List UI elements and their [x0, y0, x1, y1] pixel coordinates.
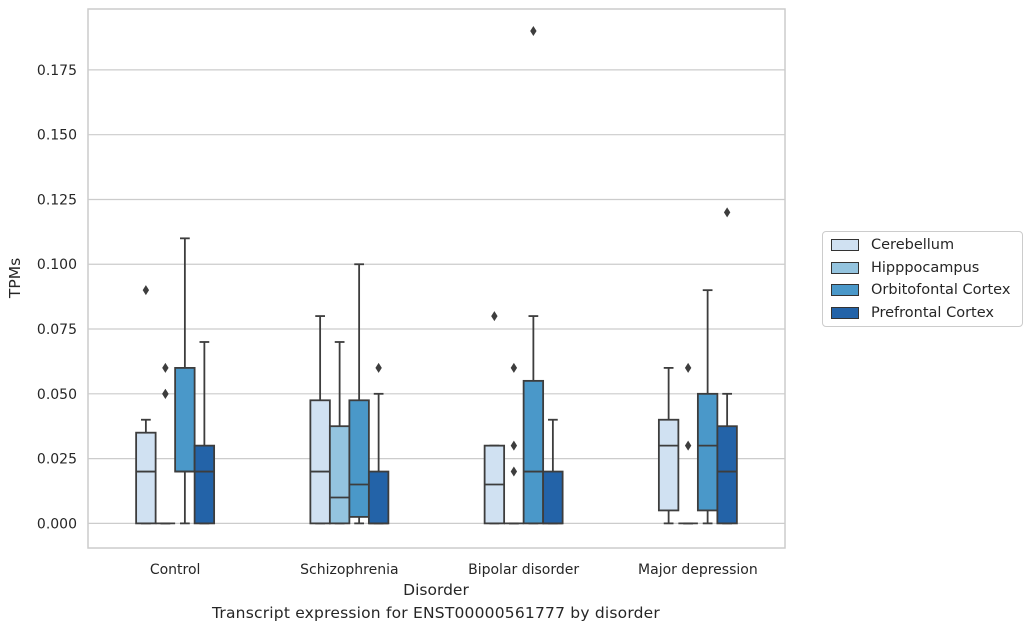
flier-point	[684, 362, 692, 373]
figure-caption: Transcript expression for ENST0000056177…	[212, 604, 660, 622]
legend-swatch-cerebellum	[831, 239, 859, 251]
box-0-1	[309, 315, 331, 525]
box-3-3	[716, 207, 738, 525]
box-1-0	[155, 362, 176, 525]
flier-point	[684, 440, 692, 451]
y-tick-label: 0.100	[37, 257, 77, 273]
legend-item-cerebellum: Cerebellum	[831, 235, 954, 255]
box-body	[135, 431, 157, 525]
x-tick-label: Major depression	[638, 562, 758, 578]
box-1-1	[328, 341, 351, 525]
box-body	[328, 425, 351, 525]
flier-point	[142, 285, 150, 296]
box-body	[348, 399, 370, 518]
box-3-2	[542, 418, 564, 525]
flier-point	[162, 362, 169, 373]
flier-point	[723, 207, 731, 218]
legend-item-prefrontal-cortex: Prefrontal Cortex	[831, 303, 994, 323]
y-tick-label: 0.125	[37, 192, 77, 208]
box-body	[367, 470, 390, 525]
legend-swatch-hipppocampus	[831, 262, 859, 274]
box-0-0	[135, 285, 157, 525]
legend-label: Hipppocampus	[871, 260, 980, 276]
x-tick-label: Schizophrenia	[300, 562, 398, 578]
box-0-3	[657, 367, 680, 525]
legend-item-orbitofontal-cortex: Orbitofontal Cortex	[831, 280, 1010, 300]
box-2-1	[348, 263, 370, 525]
box-3-1	[367, 362, 390, 525]
flier-point	[162, 388, 169, 399]
legend-label: Cerebellum	[871, 237, 955, 253]
box-body	[542, 470, 564, 525]
box-body	[309, 399, 331, 525]
y-tick-label: 0.175	[37, 63, 77, 79]
legend-swatch-prefrontal-cortex	[831, 307, 859, 319]
x-axis-label: Disorder	[403, 581, 469, 599]
box-body	[522, 379, 545, 525]
box-1-2	[504, 362, 524, 525]
y-tick-label: 0.150	[37, 128, 77, 144]
y-axis-label: TPMs	[6, 258, 24, 299]
box-body	[174, 367, 196, 473]
plot-frame	[87, 8, 786, 549]
box-body	[716, 425, 738, 525]
boxes-layer	[135, 26, 738, 525]
legend-item-hipppocampus: Hipppocampus	[831, 258, 979, 278]
box-0-2	[483, 311, 506, 525]
flier-point	[530, 26, 537, 37]
flier-point	[510, 440, 518, 451]
flier-point	[510, 466, 518, 477]
flier-point	[375, 362, 382, 373]
box-body	[657, 418, 680, 512]
y-tick-label: 0.025	[37, 452, 77, 468]
flier-point	[491, 311, 498, 322]
y-tick-label: 0.075	[37, 322, 77, 338]
y-tick-labels: 0.000 0.025 0.050 0.075 0.100 0.125 0.150 0.175	[37, 63, 77, 532]
y-tick-label: 0.000	[37, 516, 77, 532]
box-3-0	[193, 341, 216, 525]
box-2-2	[522, 26, 545, 525]
y-tick-label: 0.050	[37, 387, 77, 403]
legend: Cerebellum Hipppocampus Orbitofontal Cor…	[822, 231, 1023, 327]
x-tick-label: Bipolar disorder	[468, 562, 579, 578]
legend-label: Orbitofontal Cortex	[871, 282, 1011, 298]
flier-point	[510, 362, 518, 373]
x-tick-labels: Control Schizophrenia Bipolar disorder Majo…	[150, 562, 758, 578]
box-2-0	[174, 237, 196, 525]
legend-swatch-orbitofontal-cortex	[831, 284, 859, 296]
legend-label: Prefrontal Cortex	[871, 305, 994, 321]
box-2-3	[696, 289, 719, 525]
x-tick-label: Control	[150, 562, 201, 578]
box-body	[193, 444, 216, 525]
box-body	[696, 392, 719, 512]
box-1-3	[678, 362, 698, 525]
